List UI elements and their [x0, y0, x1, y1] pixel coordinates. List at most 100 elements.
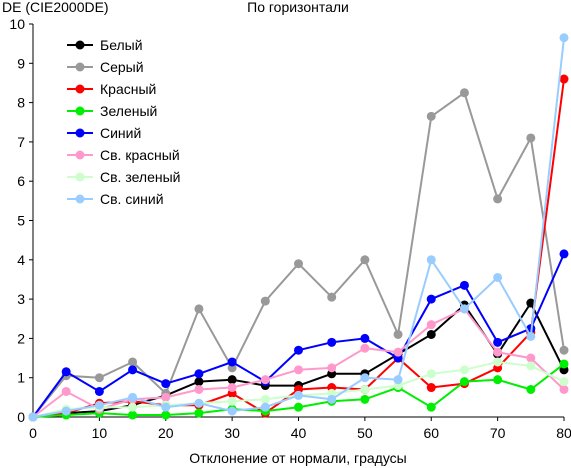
data-point	[493, 337, 503, 347]
data-point	[526, 361, 536, 371]
data-point	[128, 410, 138, 420]
legend-marker	[75, 40, 85, 50]
data-point	[526, 384, 536, 394]
data-point	[426, 255, 436, 265]
y-tick-label: 2	[17, 330, 25, 346]
x-tick-label: 20	[158, 425, 174, 441]
data-point	[559, 33, 569, 43]
legend-label: Зеленый	[100, 103, 157, 119]
data-point	[360, 394, 370, 404]
data-point	[260, 394, 270, 404]
data-point	[227, 357, 237, 367]
data-point	[28, 412, 38, 422]
legend-marker	[75, 106, 85, 116]
legend-label: Св. красный	[100, 147, 180, 163]
chart-title: По горизонтали	[247, 0, 349, 15]
data-point	[260, 402, 270, 412]
data-point	[393, 329, 403, 339]
axes: 0 1 2 3 4 5 6 7 8 9 10 0 10 20 30 40 50 60 70 80	[9, 16, 571, 441]
data-point	[94, 386, 104, 396]
data-point	[459, 280, 469, 290]
data-point	[294, 402, 303, 412]
y-tick-label: 9	[17, 55, 25, 71]
legend-item: Серый	[67, 59, 144, 75]
legend-item: Св. красный	[67, 147, 180, 163]
y-tick-label: 3	[17, 291, 25, 307]
y-tick-label: 10	[9, 16, 25, 32]
data-point	[227, 375, 237, 385]
data-point	[426, 294, 436, 304]
legend-label: Серый	[100, 59, 144, 75]
y-tick-label: 8	[17, 95, 25, 111]
data-point	[194, 377, 204, 387]
x-tick-label: 60	[423, 425, 439, 441]
data-point	[294, 390, 303, 400]
data-point	[227, 406, 237, 416]
data-point	[493, 347, 503, 357]
data-point	[227, 383, 237, 393]
series-2	[28, 88, 569, 422]
x-tick-label: 10	[92, 425, 108, 441]
data-point	[61, 386, 71, 396]
legend-label: Красный	[100, 81, 156, 97]
data-point	[393, 375, 403, 385]
data-point	[161, 379, 171, 389]
data-point	[526, 298, 536, 308]
data-point	[526, 353, 536, 363]
legend-item: Св. синий	[67, 191, 164, 207]
legend-item: Синий	[67, 125, 141, 141]
data-point	[61, 406, 71, 416]
data-point	[327, 337, 337, 347]
data-point	[327, 363, 337, 373]
legend-item: Св. зеленый	[67, 169, 180, 185]
series-8	[28, 33, 569, 422]
x-tick-label: 80	[556, 425, 571, 441]
y-tick-label: 1	[17, 370, 25, 386]
data-point	[426, 369, 436, 379]
data-point	[459, 365, 469, 375]
legend-marker	[75, 194, 85, 204]
y-tick-label: 6	[17, 173, 25, 189]
data-point	[360, 333, 370, 343]
data-point	[227, 396, 237, 406]
legend-item: Красный	[67, 81, 156, 97]
legend-marker	[75, 172, 85, 182]
legend-marker	[75, 62, 85, 72]
data-point	[360, 384, 370, 394]
data-point	[360, 373, 370, 383]
legend-label: Св. зеленый	[100, 169, 180, 185]
data-point	[194, 384, 204, 394]
data-point	[559, 74, 569, 84]
data-point	[294, 345, 303, 355]
legend-label: Синий	[100, 125, 141, 141]
data-point	[128, 392, 138, 402]
data-point	[294, 259, 303, 269]
x-tick-label: 70	[490, 425, 506, 441]
data-point	[493, 194, 503, 204]
data-point	[161, 410, 171, 420]
data-point	[426, 383, 436, 393]
data-point	[559, 377, 569, 387]
data-point	[493, 357, 503, 367]
y-tick-label: 0	[17, 409, 25, 425]
data-point	[360, 255, 370, 265]
data-point	[327, 292, 337, 302]
data-point	[426, 402, 436, 412]
legend-marker	[75, 84, 85, 94]
x-tick-label: 30	[224, 425, 240, 441]
data-point	[194, 304, 204, 314]
series-6	[28, 304, 569, 422]
series-line	[32, 307, 565, 418]
data-point	[559, 345, 569, 355]
y-tick-label: 7	[17, 134, 25, 150]
data-point	[194, 408, 204, 418]
data-point	[260, 375, 270, 385]
data-point	[294, 365, 303, 375]
x-axis-label: Отклонение от нормали, градусы	[189, 450, 406, 466]
data-point	[360, 343, 370, 353]
data-point	[526, 133, 536, 143]
data-point	[459, 88, 469, 98]
data-point	[161, 392, 171, 402]
data-point	[327, 394, 337, 404]
